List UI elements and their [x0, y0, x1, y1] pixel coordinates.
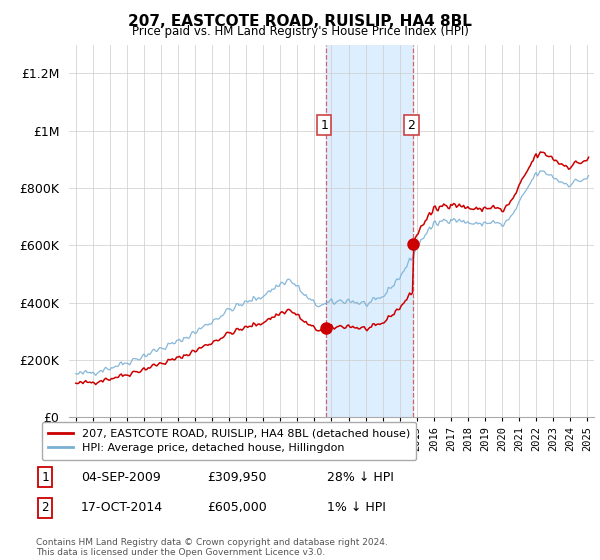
Text: 1: 1	[41, 470, 49, 484]
Text: Contains HM Land Registry data © Crown copyright and database right 2024.
This d: Contains HM Land Registry data © Crown c…	[36, 538, 388, 557]
Text: 04-SEP-2009: 04-SEP-2009	[81, 470, 161, 484]
Text: £309,950: £309,950	[207, 470, 266, 484]
Text: 2: 2	[41, 501, 49, 515]
Text: 207, EASTCOTE ROAD, RUISLIP, HA4 8BL: 207, EASTCOTE ROAD, RUISLIP, HA4 8BL	[128, 14, 472, 29]
Text: 17-OCT-2014: 17-OCT-2014	[81, 501, 163, 515]
Bar	[326, 45, 413, 417]
Text: 28% ↓ HPI: 28% ↓ HPI	[327, 470, 394, 484]
Legend: 207, EASTCOTE ROAD, RUISLIP, HA4 8BL (detached house), HPI: Average price, detac: 207, EASTCOTE ROAD, RUISLIP, HA4 8BL (de…	[41, 422, 416, 460]
Text: 1: 1	[320, 119, 328, 132]
Text: Price paid vs. HM Land Registry's House Price Index (HPI): Price paid vs. HM Land Registry's House …	[131, 25, 469, 38]
Text: 2: 2	[407, 119, 415, 132]
Text: £605,000: £605,000	[207, 501, 267, 515]
Text: 1% ↓ HPI: 1% ↓ HPI	[327, 501, 386, 515]
